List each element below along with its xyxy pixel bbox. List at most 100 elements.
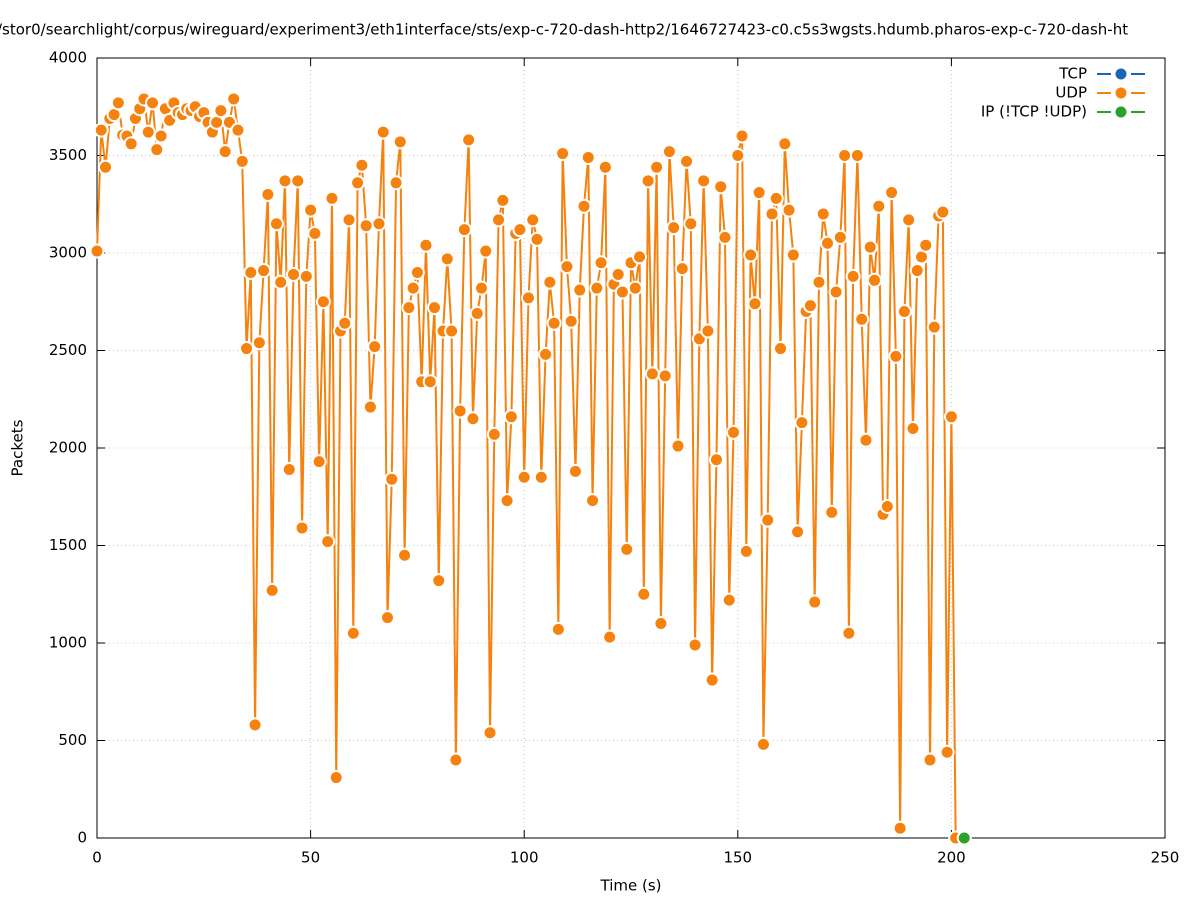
data-point xyxy=(234,153,250,169)
data-point xyxy=(520,290,536,306)
y-tick-label: 4000 xyxy=(49,49,87,67)
data-point xyxy=(273,274,289,290)
data-point xyxy=(559,259,575,275)
data-point xyxy=(901,212,917,228)
data-point xyxy=(473,280,489,296)
data-point xyxy=(315,294,331,310)
data-point xyxy=(469,305,485,321)
data-point xyxy=(935,204,951,220)
x-tick-label: 100 xyxy=(510,849,539,867)
data-point xyxy=(281,461,297,477)
data-point xyxy=(773,341,789,357)
series-line xyxy=(96,95,957,839)
data-point xyxy=(303,202,319,218)
data-point xyxy=(345,625,361,641)
y-tick-label: 0 xyxy=(77,829,87,847)
data-point xyxy=(264,582,280,598)
data-point xyxy=(726,424,742,440)
data-point xyxy=(636,586,652,602)
data-point xyxy=(533,469,549,485)
legend-marker xyxy=(1115,68,1127,80)
data-point xyxy=(888,348,904,364)
y-tick-label: 1000 xyxy=(49,634,87,652)
data-point xyxy=(371,216,387,232)
data-point xyxy=(614,284,630,300)
data-point xyxy=(461,132,477,148)
data-point xyxy=(247,717,263,733)
data-point xyxy=(627,280,643,296)
legend-label: IP (!TCP !UDP) xyxy=(981,103,1087,121)
data-point xyxy=(918,237,934,253)
x-tick-label: 50 xyxy=(301,849,320,867)
y-tick-label: 500 xyxy=(58,731,87,749)
data-point xyxy=(674,261,690,277)
data-point xyxy=(478,243,494,259)
data-point xyxy=(644,366,660,382)
data-point xyxy=(516,469,532,485)
data-point xyxy=(512,222,528,238)
data-point xyxy=(832,229,848,245)
data-point xyxy=(802,298,818,314)
data-point xyxy=(781,202,797,218)
data-point xyxy=(290,173,306,189)
data-point xyxy=(456,222,472,238)
data-point xyxy=(93,122,109,138)
data-point xyxy=(602,629,618,645)
data-point xyxy=(555,146,571,162)
x-tick-label: 0 xyxy=(92,849,102,867)
data-point xyxy=(854,311,870,327)
data-point xyxy=(397,547,413,563)
data-point xyxy=(679,153,695,169)
x-tick-label: 200 xyxy=(937,849,966,867)
data-point xyxy=(879,499,895,514)
data-point xyxy=(892,820,908,836)
data-point xyxy=(239,341,255,357)
data-point xyxy=(401,300,417,316)
data-point xyxy=(585,493,601,509)
data-point xyxy=(837,148,853,163)
data-point xyxy=(956,830,972,846)
data-point xyxy=(213,103,229,119)
data-point xyxy=(268,216,284,232)
data-point xyxy=(422,374,438,390)
data-point xyxy=(491,212,507,228)
data-point xyxy=(110,95,126,111)
data-point xyxy=(811,274,827,290)
data-point xyxy=(550,621,566,637)
y-tick-label: 1500 xyxy=(49,536,87,554)
data-point xyxy=(713,179,729,195)
data-point xyxy=(260,187,276,202)
data-point xyxy=(696,173,712,189)
data-point xyxy=(815,206,831,222)
data-point xyxy=(341,212,357,228)
data-point xyxy=(768,190,784,206)
y-tick-label: 2500 xyxy=(49,341,87,359)
data-point xyxy=(375,124,391,140)
data-point xyxy=(98,159,114,175)
data-point xyxy=(867,272,883,288)
data-point xyxy=(721,592,737,608)
data-point xyxy=(841,625,857,641)
data-point xyxy=(730,148,746,163)
data-point xyxy=(529,231,545,247)
data-point xyxy=(640,173,656,189)
data-point xyxy=(431,573,447,589)
data-point xyxy=(482,725,498,741)
data-point xyxy=(149,142,165,158)
data-point xyxy=(926,319,942,335)
data-point xyxy=(354,157,370,173)
data-point xyxy=(439,251,455,267)
x-tick-label: 250 xyxy=(1151,849,1180,867)
data-point xyxy=(738,543,754,559)
data-point xyxy=(243,265,259,280)
data-point xyxy=(858,432,874,448)
data-point xyxy=(884,185,900,201)
data-point xyxy=(683,216,699,232)
legend-marker xyxy=(1115,106,1127,118)
data-point xyxy=(943,409,959,425)
data-point xyxy=(444,323,460,339)
data-point xyxy=(379,610,395,626)
data-point xyxy=(704,672,720,688)
data-point xyxy=(845,268,861,284)
